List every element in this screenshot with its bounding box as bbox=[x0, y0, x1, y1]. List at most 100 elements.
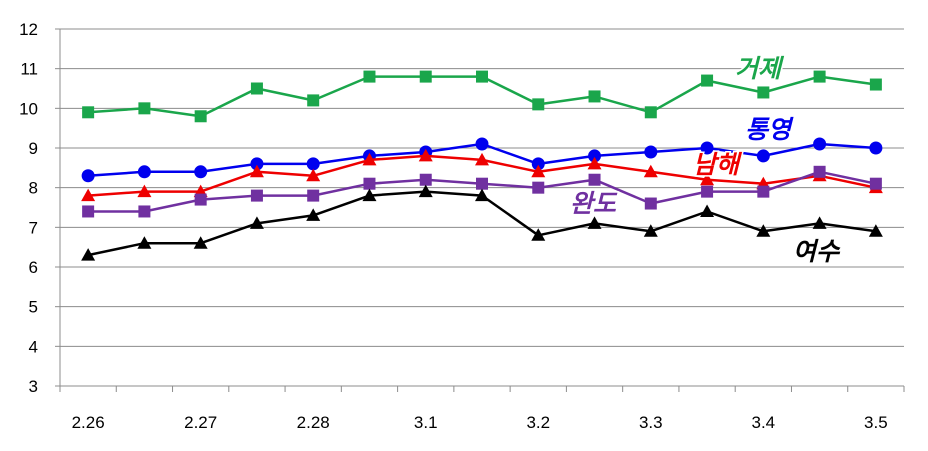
x-tick-label: 3.1 bbox=[414, 413, 438, 432]
data-point bbox=[644, 145, 658, 159]
y-tick-label: 8 bbox=[29, 179, 38, 198]
series-label: 남해 bbox=[693, 150, 743, 179]
data-point bbox=[644, 106, 657, 119]
axes bbox=[55, 28, 905, 392]
series bbox=[81, 70, 883, 261]
data-point bbox=[362, 152, 377, 166]
data-point bbox=[587, 216, 602, 229]
data-point bbox=[306, 208, 321, 221]
data-point bbox=[363, 177, 376, 190]
data-point bbox=[588, 90, 601, 103]
y-tick-label: 4 bbox=[29, 337, 38, 356]
data-point bbox=[869, 177, 882, 190]
data-point bbox=[869, 141, 883, 155]
data-point bbox=[475, 152, 489, 166]
y-tick-labels: 3 4 5 6 7 8 9 10 11 12 bbox=[19, 20, 38, 396]
series-label: 거제 bbox=[735, 54, 785, 83]
data-point bbox=[869, 78, 882, 91]
data-point bbox=[194, 165, 208, 179]
data-point bbox=[194, 193, 207, 206]
data-point bbox=[756, 149, 770, 163]
data-point bbox=[813, 70, 826, 83]
data-point bbox=[418, 184, 433, 198]
data-point bbox=[588, 173, 601, 186]
data-point bbox=[868, 224, 883, 237]
data-point bbox=[531, 157, 545, 171]
data-point bbox=[81, 188, 96, 202]
data-point bbox=[813, 137, 827, 151]
data-point bbox=[700, 172, 715, 186]
data-point bbox=[587, 156, 602, 170]
data-point bbox=[532, 98, 545, 111]
data-point bbox=[476, 70, 488, 83]
data-point bbox=[137, 184, 152, 198]
data-point bbox=[250, 82, 263, 95]
data-point bbox=[418, 148, 433, 162]
data-point bbox=[419, 70, 432, 83]
data-point bbox=[362, 188, 377, 202]
data-point bbox=[531, 228, 546, 241]
data-point bbox=[249, 216, 264, 229]
y-tick-label: 12 bbox=[19, 20, 38, 39]
data-point bbox=[306, 168, 321, 182]
data-point bbox=[138, 102, 151, 115]
data-point bbox=[249, 164, 264, 178]
data-point bbox=[588, 149, 602, 163]
x-tick-label: 3.3 bbox=[639, 413, 663, 432]
data-point bbox=[250, 157, 264, 171]
data-point bbox=[643, 164, 658, 178]
series-4 bbox=[82, 165, 882, 218]
y-tick-label: 11 bbox=[20, 60, 38, 79]
y-tick-label: 3 bbox=[29, 377, 38, 396]
data-point bbox=[700, 141, 714, 155]
series-2 bbox=[81, 137, 883, 183]
x-tick-label: 2.26 bbox=[72, 413, 105, 432]
data-point bbox=[757, 185, 770, 198]
data-point bbox=[81, 169, 95, 183]
data-point bbox=[532, 181, 545, 194]
data-point bbox=[812, 216, 827, 229]
data-point bbox=[82, 106, 95, 119]
data-point bbox=[82, 205, 95, 218]
data-point bbox=[813, 165, 826, 178]
series-1 bbox=[82, 70, 882, 123]
data-point bbox=[757, 86, 770, 99]
series-label: 통영 bbox=[745, 115, 794, 144]
y-tick-label: 9 bbox=[29, 139, 38, 158]
data-point bbox=[419, 173, 432, 186]
data-point bbox=[475, 188, 489, 202]
data-point bbox=[250, 189, 263, 202]
data-point bbox=[81, 248, 96, 261]
data-point bbox=[643, 224, 658, 237]
x-tick-labels: 2.26 2.27 2.28 3.1 3.2 3.3 3.4 3.5 bbox=[72, 413, 888, 432]
series-5 bbox=[81, 184, 883, 261]
data-point bbox=[194, 110, 207, 123]
y-tick-label: 10 bbox=[19, 99, 38, 118]
y-tick-label: 6 bbox=[29, 258, 38, 277]
data-point bbox=[701, 74, 714, 87]
data-point bbox=[701, 185, 714, 198]
data-point bbox=[193, 236, 208, 249]
data-point bbox=[137, 165, 151, 179]
data-point bbox=[363, 70, 376, 83]
data-point bbox=[138, 205, 151, 218]
data-point bbox=[644, 197, 657, 210]
series-label: 여수 bbox=[793, 237, 841, 266]
x-tick-label: 2.27 bbox=[184, 413, 217, 432]
data-point bbox=[307, 189, 320, 202]
x-tick-label: 2.28 bbox=[297, 413, 330, 432]
x-tick-label: 3.4 bbox=[752, 413, 776, 432]
series-label: 완도 bbox=[570, 189, 618, 218]
data-point bbox=[475, 137, 489, 151]
data-point bbox=[137, 236, 152, 249]
y-tick-label: 5 bbox=[29, 298, 38, 317]
y-tick-label: 7 bbox=[29, 218, 38, 237]
x-tick-label: 3.2 bbox=[526, 413, 550, 432]
data-point bbox=[756, 224, 771, 237]
data-point bbox=[476, 177, 488, 190]
data-point bbox=[307, 94, 320, 107]
x-tick-label: 3.5 bbox=[864, 413, 888, 432]
